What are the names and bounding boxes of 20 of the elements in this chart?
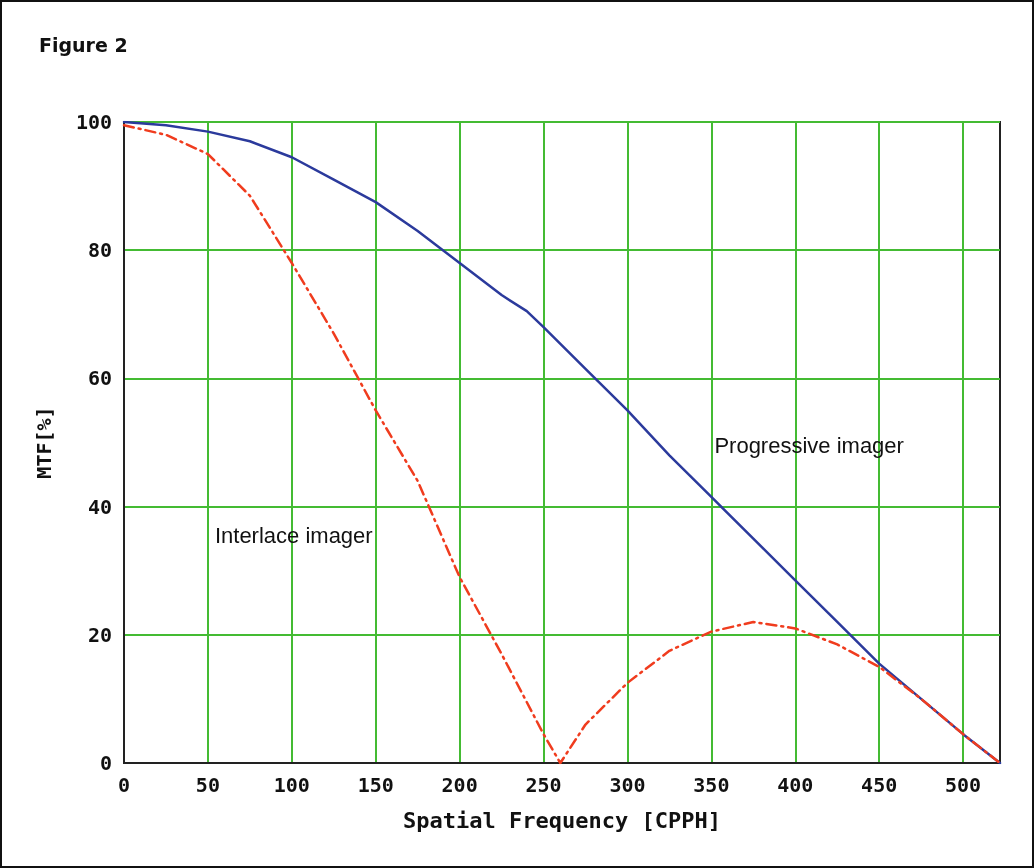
y-tick-label: 100 <box>75 110 112 134</box>
x-tick-label: 200 <box>441 773 478 797</box>
x-tick-label: 250 <box>525 773 562 797</box>
y-tick-label: 80 <box>87 238 112 263</box>
y-axis-title: MTF[%] <box>32 406 56 479</box>
y-tick-label: 60 <box>87 366 112 391</box>
x-tick-label: 300 <box>609 773 646 797</box>
x-tick-label: 0 <box>117 773 131 797</box>
x-tick-label: 50 <box>195 773 220 797</box>
x-axis-title: Spatial Frequency [CPPH] <box>403 807 721 833</box>
x-tick-label: 150 <box>357 773 394 797</box>
chart-title: Figure 2 <box>39 33 128 56</box>
y-tick-label: 20 <box>87 622 112 647</box>
x-tick-label: 400 <box>777 773 814 797</box>
y-tick-label: 40 <box>87 494 112 519</box>
x-tick-label: 450 <box>861 773 898 797</box>
x-tick-label: 350 <box>693 773 730 797</box>
y-tick-label: 0 <box>99 751 112 775</box>
x-tick-label: 100 <box>273 773 310 797</box>
x-tick-label: 500 <box>945 773 982 797</box>
